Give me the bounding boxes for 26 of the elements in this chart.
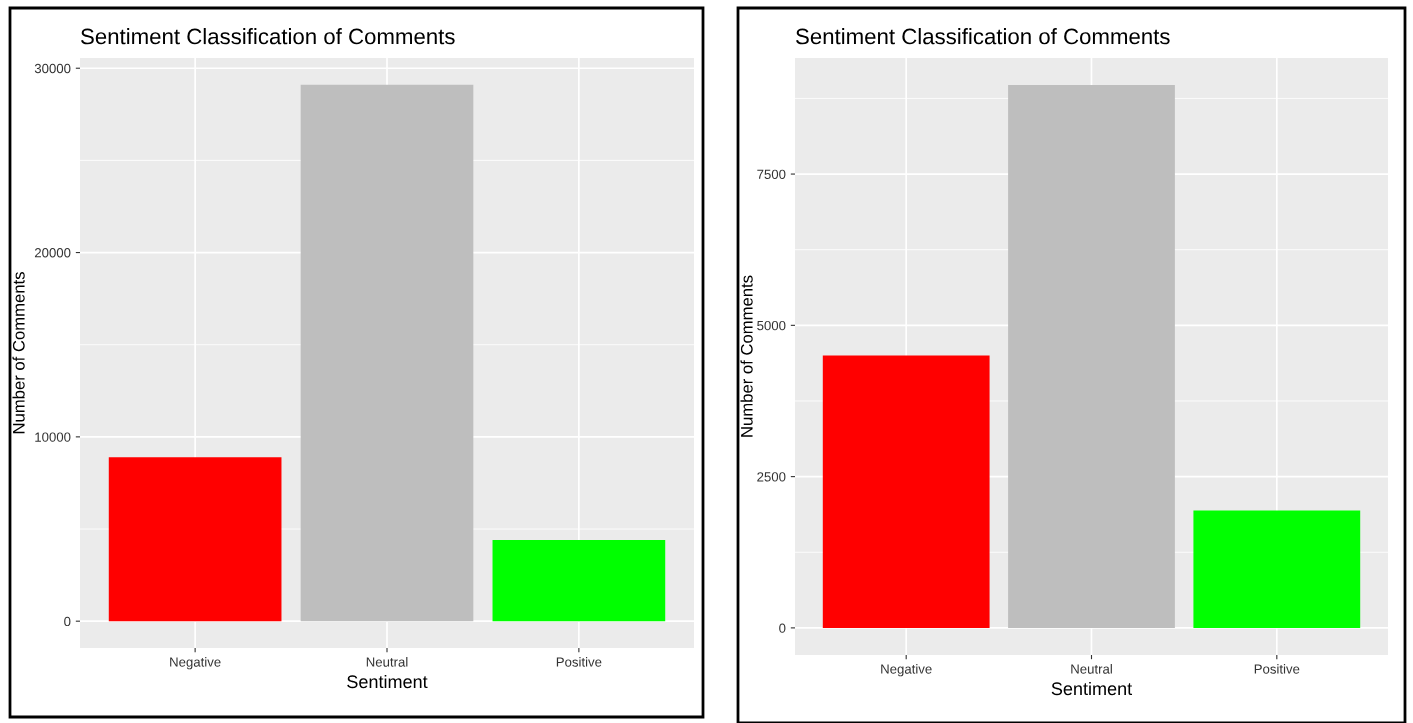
bar — [1008, 85, 1175, 628]
x-tick-label: Positive — [556, 657, 602, 667]
y-tick-label: 0 — [779, 623, 786, 633]
y-axis-title: Number of Comments — [12, 272, 25, 434]
y-axis-title: Number of Comments — [740, 275, 753, 437]
bar — [300, 84, 474, 622]
y-tick-label: 7500 — [757, 169, 786, 179]
x-axis-title: Sentiment — [1051, 681, 1133, 696]
y-tick-label: 30000 — [34, 63, 71, 74]
y-tick-label: 10000 — [35, 432, 71, 442]
x-axis-title: Sentiment — [347, 674, 428, 689]
bar — [492, 540, 666, 622]
x-tick-label: Positive — [1254, 664, 1300, 674]
y-tick-label: 0 — [64, 616, 71, 627]
y-tick-label: 20000 — [34, 248, 71, 258]
x-tick-label: Neutral — [366, 657, 408, 667]
x-tick-label: Negative — [881, 664, 932, 677]
chart-title: Sentiment Classification of Comments — [81, 28, 455, 45]
bar — [1193, 510, 1361, 628]
bar — [108, 457, 282, 622]
chart-title: Sentiment Classification of Comments — [796, 28, 1170, 45]
x-tick-label: Negative — [170, 657, 221, 670]
bar — [822, 355, 990, 628]
y-tick-label: 5000 — [757, 320, 786, 331]
x-tick-label: Neutral — [1071, 664, 1112, 674]
y-tick-label: 2500 — [757, 472, 786, 482]
